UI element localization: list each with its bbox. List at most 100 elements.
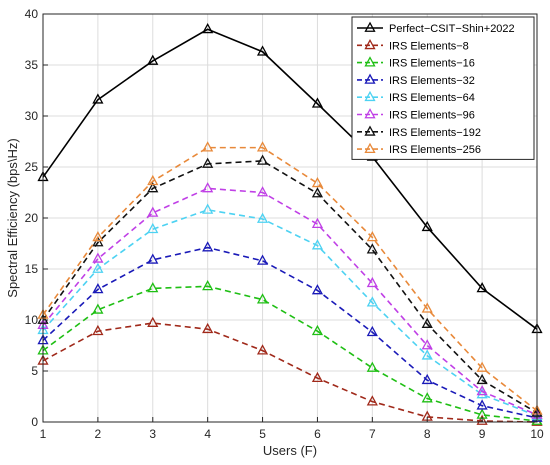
- data-point-marker: [147, 182, 159, 193]
- legend-marker: [364, 142, 376, 154]
- legend-entry: IRS Elements−256: [357, 142, 481, 156]
- series-line: [42, 28, 538, 330]
- legend-label: IRS Elements−96: [389, 110, 475, 122]
- series-line: [42, 160, 538, 414]
- x-tick-label: 3: [149, 427, 156, 441]
- data-point-marker: [147, 253, 159, 264]
- data-point-marker: [202, 182, 214, 193]
- x-tick-label: 6: [314, 427, 321, 441]
- data-point-marker: [366, 243, 378, 254]
- data-point-marker: [476, 414, 488, 425]
- data-point-marker: [311, 187, 324, 198]
- data-point-marker: [202, 279, 214, 291]
- legend-marker: [364, 21, 376, 32]
- data-point-marker: [421, 339, 433, 350]
- x-tick-label: 10: [530, 427, 544, 441]
- data-point-marker: [256, 293, 269, 304]
- data-point-marker: [366, 325, 378, 337]
- data-point-marker: [421, 302, 433, 313]
- x-tick-label: 5: [259, 427, 266, 441]
- legend-marker: [364, 38, 376, 50]
- data-point-marker: [366, 361, 378, 372]
- data-point-marker: [256, 344, 269, 355]
- x-tick-label: 4: [204, 427, 211, 441]
- series-line: [42, 285, 538, 422]
- x-tick-label: 2: [95, 427, 102, 441]
- data-point-marker: [366, 231, 378, 242]
- legend-label: IRS Elements−64: [389, 92, 475, 104]
- legend-marker: [364, 90, 376, 102]
- data-point-marker: [476, 373, 488, 385]
- legend-entry: IRS Elements−192: [357, 125, 481, 139]
- data-point-marker: [92, 262, 104, 273]
- x-tick-label: 7: [369, 427, 376, 441]
- y-tick-label: 25: [25, 160, 39, 174]
- series-8: [37, 141, 543, 415]
- legend-entry: IRS Elements−8: [357, 38, 469, 52]
- data-point-marker: [421, 220, 433, 232]
- legend-label: Perfect−CSIT−Shin+2022: [389, 23, 515, 35]
- legend-label: IRS Elements−256: [389, 144, 481, 156]
- legend-entry: IRS Elements−16: [357, 56, 475, 70]
- y-tick-label: 20: [25, 211, 39, 225]
- series-3: [37, 279, 543, 425]
- data-point-marker: [366, 296, 378, 307]
- data-point-marker: [476, 282, 488, 293]
- data-point-marker: [256, 154, 269, 165]
- data-point-marker: [202, 22, 214, 34]
- data-point-marker: [256, 254, 269, 265]
- y-tick-label: 10: [25, 313, 39, 327]
- data-point-marker: [311, 176, 324, 188]
- y-tick-label: 15: [25, 262, 39, 276]
- data-point-marker: [311, 371, 324, 383]
- legend-marker: [364, 73, 376, 84]
- legend-label: IRS Elements−192: [389, 127, 481, 139]
- data-point-marker: [366, 276, 378, 288]
- series-line: [42, 146, 538, 412]
- legend-entry: Perfect−CSIT−Shin+2022: [357, 21, 515, 35]
- series-line: [42, 187, 538, 416]
- data-point-marker: [92, 324, 104, 336]
- data-point-marker: [92, 252, 104, 263]
- data-point-marker: [476, 399, 488, 410]
- data-point-marker: [92, 303, 104, 314]
- legend-marker: [364, 108, 376, 119]
- data-point-marker: [421, 317, 433, 328]
- data-point-marker: [311, 324, 324, 336]
- x-tick-label: 9: [479, 427, 486, 441]
- data-point-marker: [147, 316, 159, 327]
- y-axis-label: Spectral Efficiency (bps\Hz): [5, 138, 20, 297]
- legend-marker: [364, 125, 376, 136]
- legend-entry: IRS Elements−96: [357, 108, 475, 122]
- y-tick-label: 30: [25, 109, 39, 123]
- data-point-marker: [202, 241, 214, 252]
- y-tick-label: 35: [25, 58, 39, 72]
- legend-label: IRS Elements−16: [389, 58, 475, 70]
- x-tick-label: 8: [424, 427, 431, 441]
- data-point-marker: [256, 212, 269, 223]
- series-lines: [37, 22, 543, 426]
- data-point-marker: [421, 349, 433, 360]
- data-point-marker: [92, 93, 104, 104]
- data-point-marker: [531, 414, 543, 425]
- y-tick-label: 40: [25, 7, 39, 21]
- y-tick-label: 5: [31, 364, 38, 378]
- data-point-marker: [147, 174, 159, 186]
- y-tick-label: 0: [31, 415, 38, 429]
- y-axis-ticks: 0 5 10 15 20 25 30 35 40: [25, 7, 48, 429]
- data-point-marker: [311, 284, 324, 295]
- series-line: [42, 246, 538, 419]
- data-point-marker: [92, 231, 104, 242]
- data-point-marker: [366, 395, 378, 406]
- legend-label: IRS Elements−32: [389, 75, 475, 87]
- legend-entry: IRS Elements−32: [357, 73, 475, 87]
- x-axis-ticks: 1 2 3 4 5 6 7 8 9 10: [40, 417, 544, 441]
- series-line: [42, 322, 538, 423]
- data-point-marker: [202, 322, 214, 334]
- legend-marker: [364, 56, 376, 67]
- series-line: [42, 209, 538, 417]
- data-point-marker: [256, 141, 269, 152]
- x-axis-label: Users (F): [263, 443, 317, 458]
- data-point-marker: [147, 282, 159, 293]
